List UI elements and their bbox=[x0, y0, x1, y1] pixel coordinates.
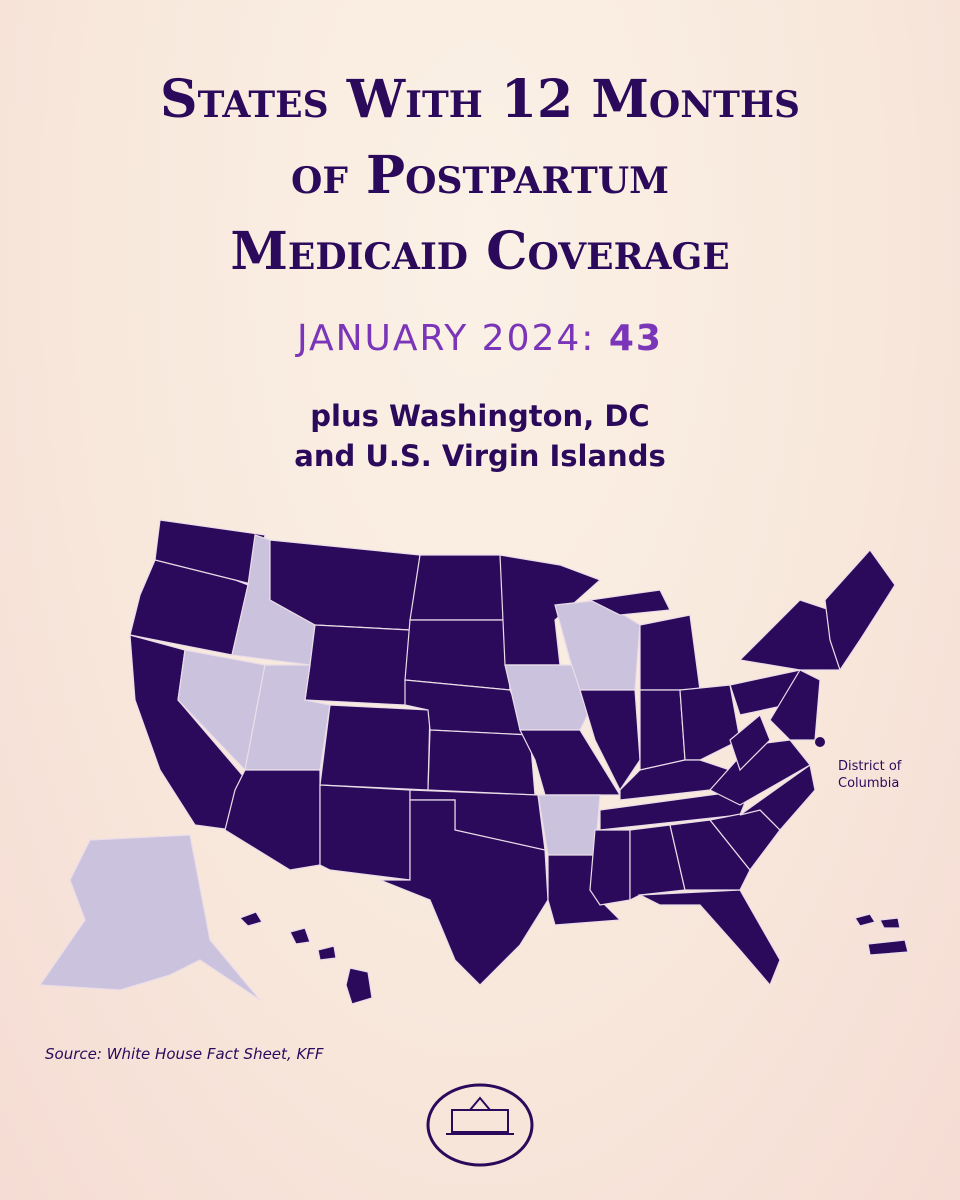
state bbox=[739, 763, 816, 831]
state bbox=[639, 614, 701, 691]
state bbox=[427, 729, 536, 796]
state bbox=[589, 829, 631, 906]
state bbox=[319, 784, 411, 881]
state bbox=[319, 704, 431, 791]
state bbox=[679, 684, 741, 761]
state bbox=[669, 819, 751, 891]
state bbox=[289, 927, 311, 945]
state bbox=[404, 619, 511, 691]
state bbox=[629, 824, 686, 901]
dc-label: District of Columbia bbox=[838, 759, 902, 791]
states bbox=[38, 519, 909, 1005]
title: States With 12 Months of Postpartum Medi… bbox=[0, 62, 960, 290]
state bbox=[379, 799, 549, 986]
state bbox=[637, 889, 781, 987]
state bbox=[238, 911, 263, 927]
state bbox=[537, 794, 601, 856]
note: plus Washington, DC and U.S. Virgin Isla… bbox=[0, 396, 960, 476]
date-line: JANUARY 2024: 43 bbox=[0, 318, 960, 359]
state bbox=[738, 599, 841, 671]
state bbox=[409, 554, 506, 621]
date-label: JANUARY 2024: bbox=[297, 318, 596, 359]
state bbox=[824, 549, 896, 672]
territory bbox=[854, 913, 876, 927]
state bbox=[729, 714, 771, 772]
note-line: and U.S. Virgin Islands bbox=[294, 439, 666, 473]
state bbox=[769, 669, 821, 741]
state bbox=[588, 589, 671, 616]
state bbox=[224, 769, 321, 871]
state bbox=[579, 689, 641, 792]
territory bbox=[879, 917, 901, 929]
title-line: Medicaid Coverage bbox=[230, 221, 730, 282]
title-line: of Postpartum bbox=[291, 145, 669, 206]
state bbox=[304, 624, 411, 706]
note-line: plus Washington, DC bbox=[310, 399, 650, 433]
territory bbox=[867, 939, 909, 956]
dc-marker bbox=[815, 737, 825, 747]
state-count: 43 bbox=[608, 318, 663, 359]
title-line: States With 12 Months bbox=[160, 69, 800, 130]
state bbox=[317, 945, 337, 961]
state bbox=[639, 689, 686, 771]
source: Source: White House Fact Sheet, KFF bbox=[45, 1045, 324, 1063]
white-house-logo bbox=[426, 1083, 534, 1167]
state bbox=[345, 967, 373, 1005]
state bbox=[38, 834, 261, 1001]
state bbox=[619, 759, 732, 801]
